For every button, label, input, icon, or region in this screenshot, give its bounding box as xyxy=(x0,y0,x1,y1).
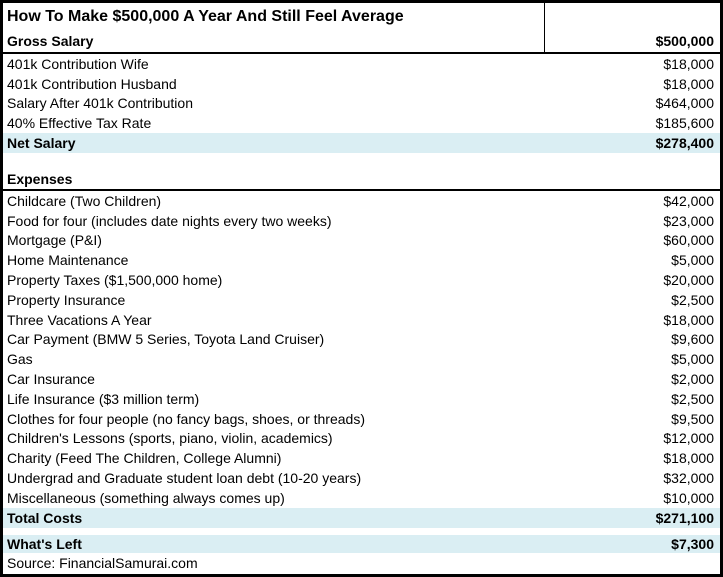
income-rows: 401k Contribution Wife $18,000 401k Cont… xyxy=(3,54,720,133)
table-row: Three Vacations A Year $18,000 xyxy=(3,310,720,330)
row-label: Home Maintenance xyxy=(7,252,129,269)
expenses-header-row: Expenses xyxy=(3,169,720,191)
table-row: Miscellaneous (something always comes up… xyxy=(3,488,720,508)
table-row: Car Payment (BMW 5 Series, Toyota Land C… xyxy=(3,330,720,350)
table-row: Childcare (Two Children) $42,000 xyxy=(3,191,720,211)
table-row: Clothes for four people (no fancy bags, … xyxy=(3,409,720,429)
table-row: 401k Contribution Wife $18,000 xyxy=(3,54,720,74)
row-value: $18,000 xyxy=(663,311,714,328)
row-value: $2,000 xyxy=(671,371,714,388)
row-label: Life Insurance ($3 million term) xyxy=(7,390,200,407)
row-label: Mortgage (P&I) xyxy=(7,232,102,249)
row-label: Miscellaneous (something always comes up… xyxy=(7,489,285,506)
table-row: Charity (Feed The Children, College Alum… xyxy=(3,448,720,468)
table-title: How To Make $500,000 A Year And Still Fe… xyxy=(7,7,404,25)
row-value: $464,000 xyxy=(655,95,714,112)
row-value: $185,600 xyxy=(655,115,714,132)
net-salary-value: $278,400 xyxy=(655,135,714,152)
row-value: $18,000 xyxy=(663,55,714,72)
row-label: 401k Contribution Husband xyxy=(7,75,177,92)
table-header-section: How To Make $500,000 A Year And Still Fe… xyxy=(3,3,720,54)
row-label: Car Payment (BMW 5 Series, Toyota Land C… xyxy=(7,331,325,348)
gross-salary-row: Gross Salary $500,000 xyxy=(3,30,720,52)
table-row: Food for four (includes date nights ever… xyxy=(3,211,720,231)
gross-salary-label: Gross Salary xyxy=(7,33,94,49)
row-label: Children's Lessons (sports, piano, violi… xyxy=(7,430,333,447)
table-row: Property Insurance $2,500 xyxy=(3,290,720,310)
row-label: 401k Contribution Wife xyxy=(7,55,149,72)
table-row: Children's Lessons (sports, piano, violi… xyxy=(3,429,720,449)
row-value: $42,000 xyxy=(663,192,714,209)
column-divider-line xyxy=(544,3,545,52)
row-value: $2,500 xyxy=(671,390,714,407)
source-text: Source: FinancialSamurai.com xyxy=(7,555,198,572)
table-row: 40% Effective Tax Rate $185,600 xyxy=(3,113,720,133)
row-value: $18,000 xyxy=(663,75,714,92)
total-costs-value: $271,100 xyxy=(655,509,714,526)
row-value: $60,000 xyxy=(663,232,714,249)
net-salary-row: Net Salary $278,400 xyxy=(3,133,720,153)
table-row: Property Taxes ($1,500,000 home) $20,000 xyxy=(3,270,720,290)
row-label: Property Insurance xyxy=(7,291,126,308)
row-label: Charity (Feed The Children, College Alum… xyxy=(7,450,282,467)
net-salary-label: Net Salary xyxy=(7,135,76,152)
row-value: $12,000 xyxy=(663,430,714,447)
row-value: $2,500 xyxy=(671,291,714,308)
row-value: $32,000 xyxy=(663,470,714,487)
table-row: Undergrad and Graduate student loan debt… xyxy=(3,468,720,488)
expenses-header-label: Expenses xyxy=(7,170,73,187)
row-value: $9,600 xyxy=(671,331,714,348)
row-label: Childcare (Two Children) xyxy=(7,192,162,209)
total-costs-label: Total Costs xyxy=(7,509,83,526)
table-row: Life Insurance ($3 million term) $2,500 xyxy=(3,389,720,409)
row-label: Clothes for four people (no fancy bags, … xyxy=(7,410,365,427)
row-value: $5,000 xyxy=(671,252,714,269)
blank-row-small xyxy=(3,528,720,535)
row-label: Three Vacations A Year xyxy=(7,311,152,328)
table-row: Home Maintenance $5,000 xyxy=(3,250,720,270)
row-label: Undergrad and Graduate student loan debt… xyxy=(7,470,362,487)
table-row: Mortgage (P&I) $60,000 xyxy=(3,231,720,251)
source-row: Source: FinancialSamurai.com xyxy=(3,553,720,574)
row-value: $10,000 xyxy=(663,489,714,506)
gross-salary-value: $500,000 xyxy=(655,33,714,49)
row-label: 40% Effective Tax Rate xyxy=(7,115,152,132)
row-value: $9,500 xyxy=(671,410,714,427)
row-label: Salary After 401k Contribution xyxy=(7,95,193,112)
whats-left-label: What's Left xyxy=(7,535,82,552)
row-label: Gas xyxy=(7,351,33,368)
row-value: $18,000 xyxy=(663,450,714,467)
table-row: Car Insurance $2,000 xyxy=(3,369,720,389)
table-row: Gas $5,000 xyxy=(3,349,720,369)
blank-row xyxy=(3,153,720,169)
row-label: Food for four (includes date nights ever… xyxy=(7,212,332,229)
row-value: $23,000 xyxy=(663,212,714,229)
total-costs-row: Total Costs $271,100 xyxy=(3,507,720,528)
whats-left-row: What's Left $7,300 xyxy=(3,534,720,553)
row-label: Property Taxes ($1,500,000 home) xyxy=(7,272,223,289)
row-label: Car Insurance xyxy=(7,371,95,388)
row-value: $20,000 xyxy=(663,272,714,289)
table-row: Salary After 401k Contribution $464,000 xyxy=(3,94,720,114)
table-title-row: How To Make $500,000 A Year And Still Fe… xyxy=(3,3,720,30)
table-row: 401k Contribution Husband $18,000 xyxy=(3,74,720,94)
expense-rows: Childcare (Two Children) $42,000 Food fo… xyxy=(3,191,720,508)
whats-left-value: $7,300 xyxy=(671,535,714,552)
row-value: $5,000 xyxy=(671,351,714,368)
